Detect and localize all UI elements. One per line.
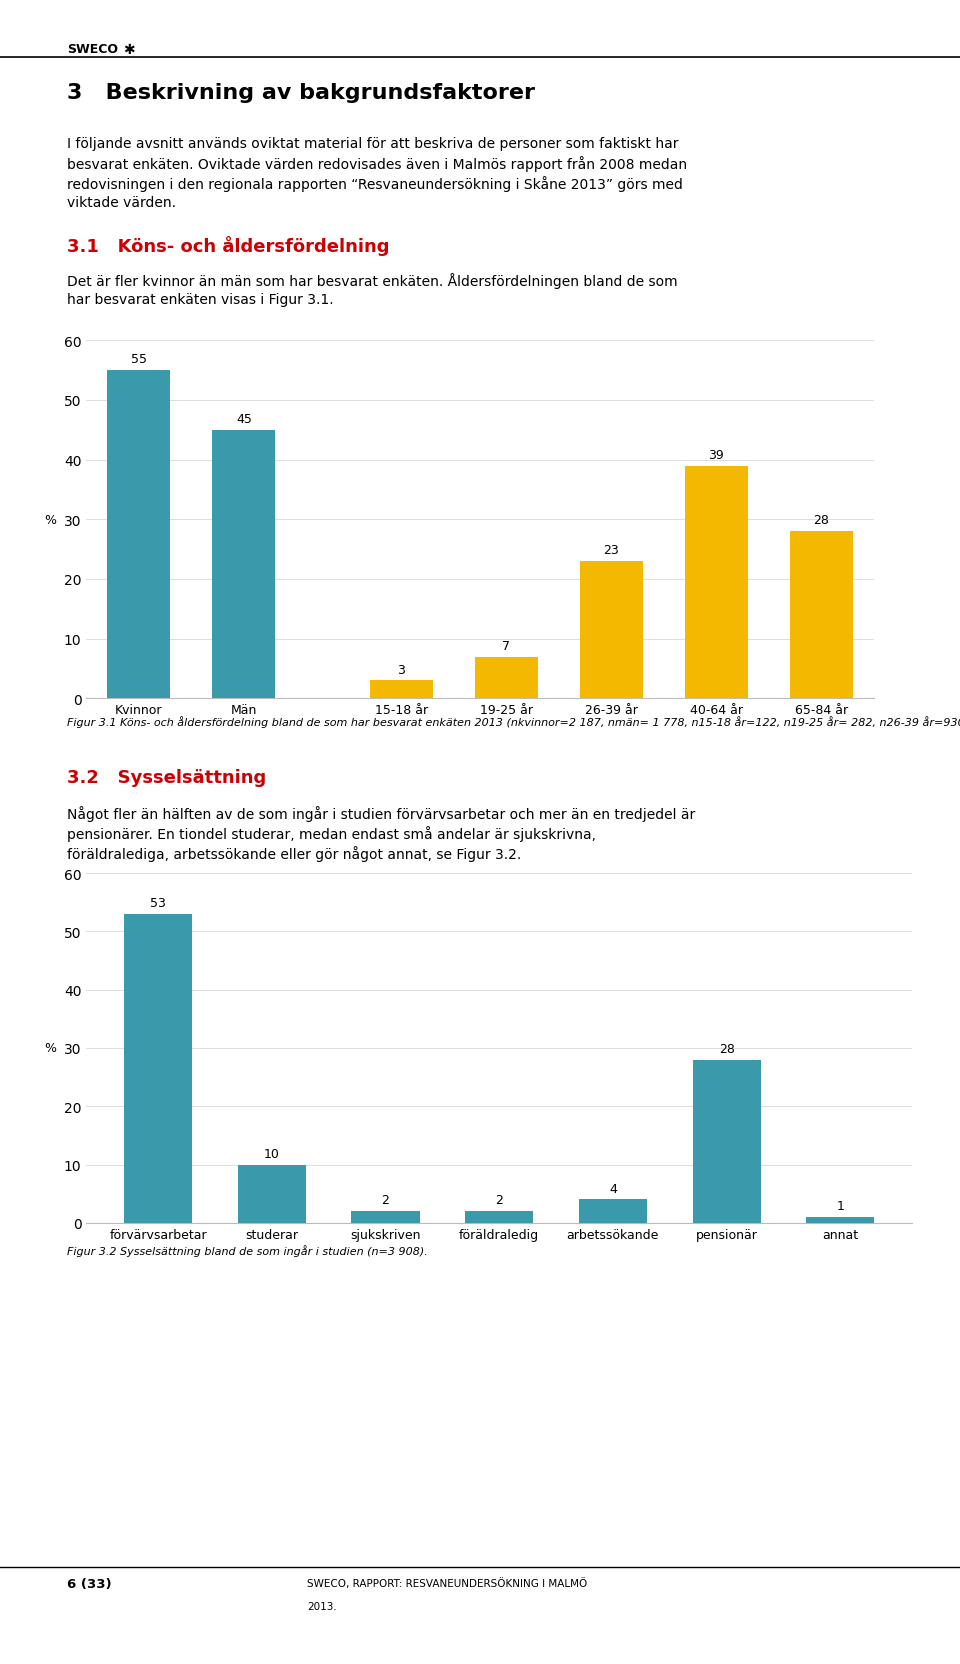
Text: 53: 53 [150,897,166,910]
Text: 28: 28 [813,514,829,527]
Bar [124,914,192,1223]
Bar [351,1211,420,1223]
Text: SWECO: SWECO [67,43,118,57]
Text: 39: 39 [708,449,724,461]
Text: 2: 2 [381,1193,390,1206]
Text: 45: 45 [236,413,252,426]
Text: besvarat enkäten. Oviktade värden redovisades även i Malmös rapport från 2008 me: besvarat enkäten. Oviktade värden redovi… [67,156,687,173]
Y-axis label: %: % [44,514,56,526]
Text: viktade värden.: viktade värden. [67,196,177,210]
Text: 1: 1 [836,1200,844,1213]
Bar [212,431,276,699]
Bar [370,681,433,699]
Text: 10: 10 [264,1146,279,1160]
Text: 4: 4 [609,1181,617,1195]
Text: 3.1   Köns- och åldersfördelning: 3.1 Köns- och åldersfördelning [67,236,390,256]
Bar [580,562,642,699]
Text: ✱: ✱ [123,43,134,57]
Bar [475,657,538,699]
Text: 2013.: 2013. [307,1601,337,1611]
Text: föräldralediga, arbetssökande eller gör något annat, se Figur 3.2.: föräldralediga, arbetssökande eller gör … [67,845,521,862]
Text: redovisningen i den regionala rapporten “Resvaneundersökning i Skåne 2013” görs : redovisningen i den regionala rapporten … [67,176,684,193]
Bar [692,1060,760,1223]
Text: 2: 2 [495,1193,503,1206]
Text: 7: 7 [502,639,511,652]
Bar [790,532,852,699]
Text: 3: 3 [397,664,405,676]
Text: har besvarat enkäten visas i Figur 3.1.: har besvarat enkäten visas i Figur 3.1. [67,293,334,306]
Text: 3.2   Sysselsättning: 3.2 Sysselsättning [67,769,267,787]
Text: Det är fler kvinnor än män som har besvarat enkäten. Åldersfördelningen bland de: Det är fler kvinnor än män som har besva… [67,273,678,290]
Text: SWECO, RAPPORT: RESVANEUNDERSÖKNING I MALMÖ: SWECO, RAPPORT: RESVANEUNDERSÖKNING I MA… [307,1577,588,1589]
Text: I följande avsnitt används oviktat material för att beskriva de personer som fak: I följande avsnitt används oviktat mater… [67,136,679,150]
Bar [806,1218,875,1223]
Text: Figur 3.2 Sysselsättning bland de som ingår i studien (n=3 908).: Figur 3.2 Sysselsättning bland de som in… [67,1245,428,1256]
Bar [579,1200,647,1223]
Bar [465,1211,534,1223]
Text: pensionärer. En tiondel studerar, medan endast små andelar är sjukskrivna,: pensionärer. En tiondel studerar, medan … [67,825,596,842]
Bar [684,466,748,699]
Text: 23: 23 [603,544,619,557]
Bar [238,1165,306,1223]
Text: 28: 28 [719,1042,734,1055]
Text: Figur 3.1 Köns- och åldersfördelning bland de som har besvarat enkäten 2013 (nkv: Figur 3.1 Köns- och åldersfördelning bla… [67,716,960,727]
Text: 6 (33): 6 (33) [67,1577,111,1591]
Y-axis label: %: % [44,1042,56,1055]
Text: 55: 55 [131,353,147,366]
Bar [108,371,170,699]
Text: 3   Beskrivning av bakgrundsfaktorer: 3 Beskrivning av bakgrundsfaktorer [67,83,536,103]
Text: Något fler än hälften av de som ingår i studien förvärvsarbetar och mer än en tr: Något fler än hälften av de som ingår i … [67,805,695,822]
